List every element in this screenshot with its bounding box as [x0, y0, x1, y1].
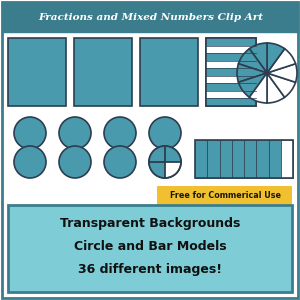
Bar: [206, 61, 256, 68]
Wedge shape: [249, 43, 267, 73]
Bar: [206, 38, 256, 46]
Bar: [206, 91, 256, 98]
Wedge shape: [165, 146, 181, 162]
Bar: [206, 68, 256, 76]
Circle shape: [14, 146, 46, 178]
Wedge shape: [238, 73, 267, 97]
Wedge shape: [249, 73, 267, 103]
Bar: [206, 98, 256, 106]
Circle shape: [104, 117, 136, 149]
Text: Fractions and Mixed Numbers Clip Art: Fractions and Mixed Numbers Clip Art: [38, 13, 263, 22]
Bar: [195, 140, 293, 178]
Text: Free for Commerical Use: Free for Commerical Use: [169, 191, 280, 200]
Bar: [206, 76, 256, 83]
Wedge shape: [267, 43, 285, 73]
Circle shape: [104, 146, 136, 178]
Bar: [206, 46, 256, 53]
Bar: [220, 140, 232, 178]
Bar: [206, 38, 256, 106]
Bar: [2, 2, 298, 32]
Text: Circle and Bar Models: Circle and Bar Models: [74, 241, 226, 254]
Bar: [8, 38, 66, 106]
Wedge shape: [237, 64, 267, 82]
Bar: [207, 140, 220, 178]
Circle shape: [14, 117, 46, 149]
Circle shape: [149, 146, 181, 178]
Bar: [232, 140, 244, 178]
Bar: [206, 53, 256, 61]
Bar: [74, 38, 132, 106]
Text: 36 different images!: 36 different images!: [78, 263, 222, 277]
Bar: [206, 83, 256, 91]
Bar: [140, 38, 198, 106]
Bar: [8, 205, 292, 292]
Wedge shape: [149, 162, 165, 178]
Wedge shape: [267, 73, 296, 97]
Bar: [195, 140, 207, 178]
Circle shape: [59, 117, 91, 149]
Bar: [206, 38, 256, 106]
Bar: [244, 140, 256, 178]
Bar: [268, 140, 281, 178]
Circle shape: [149, 117, 181, 149]
Wedge shape: [267, 49, 296, 73]
Wedge shape: [267, 73, 285, 103]
Bar: [281, 140, 293, 178]
Text: Transparent Backgrounds: Transparent Backgrounds: [60, 218, 240, 230]
Wedge shape: [267, 64, 297, 82]
Bar: [256, 140, 268, 178]
Circle shape: [59, 146, 91, 178]
Wedge shape: [238, 49, 267, 73]
Wedge shape: [149, 146, 165, 162]
FancyBboxPatch shape: [157, 186, 292, 205]
